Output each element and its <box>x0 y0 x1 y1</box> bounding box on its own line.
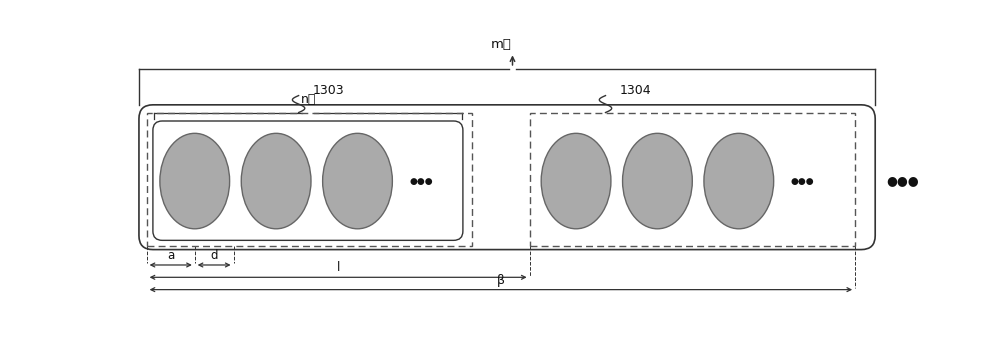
Ellipse shape <box>160 133 230 229</box>
Ellipse shape <box>241 133 311 229</box>
Text: ●●●: ●●● <box>886 175 919 188</box>
Text: 1303: 1303 <box>313 84 344 97</box>
Ellipse shape <box>704 133 774 229</box>
Text: 1304: 1304 <box>619 84 651 97</box>
Ellipse shape <box>541 133 611 229</box>
Text: a: a <box>167 249 174 262</box>
Text: ●●●: ●●● <box>791 177 814 186</box>
Ellipse shape <box>323 133 392 229</box>
Text: m个: m个 <box>490 38 511 51</box>
Ellipse shape <box>623 133 692 229</box>
Text: l: l <box>336 261 340 274</box>
Text: β: β <box>497 273 505 286</box>
Text: d: d <box>210 249 218 262</box>
Text: ●●●: ●●● <box>409 177 433 186</box>
Text: n匝: n匝 <box>301 93 316 106</box>
